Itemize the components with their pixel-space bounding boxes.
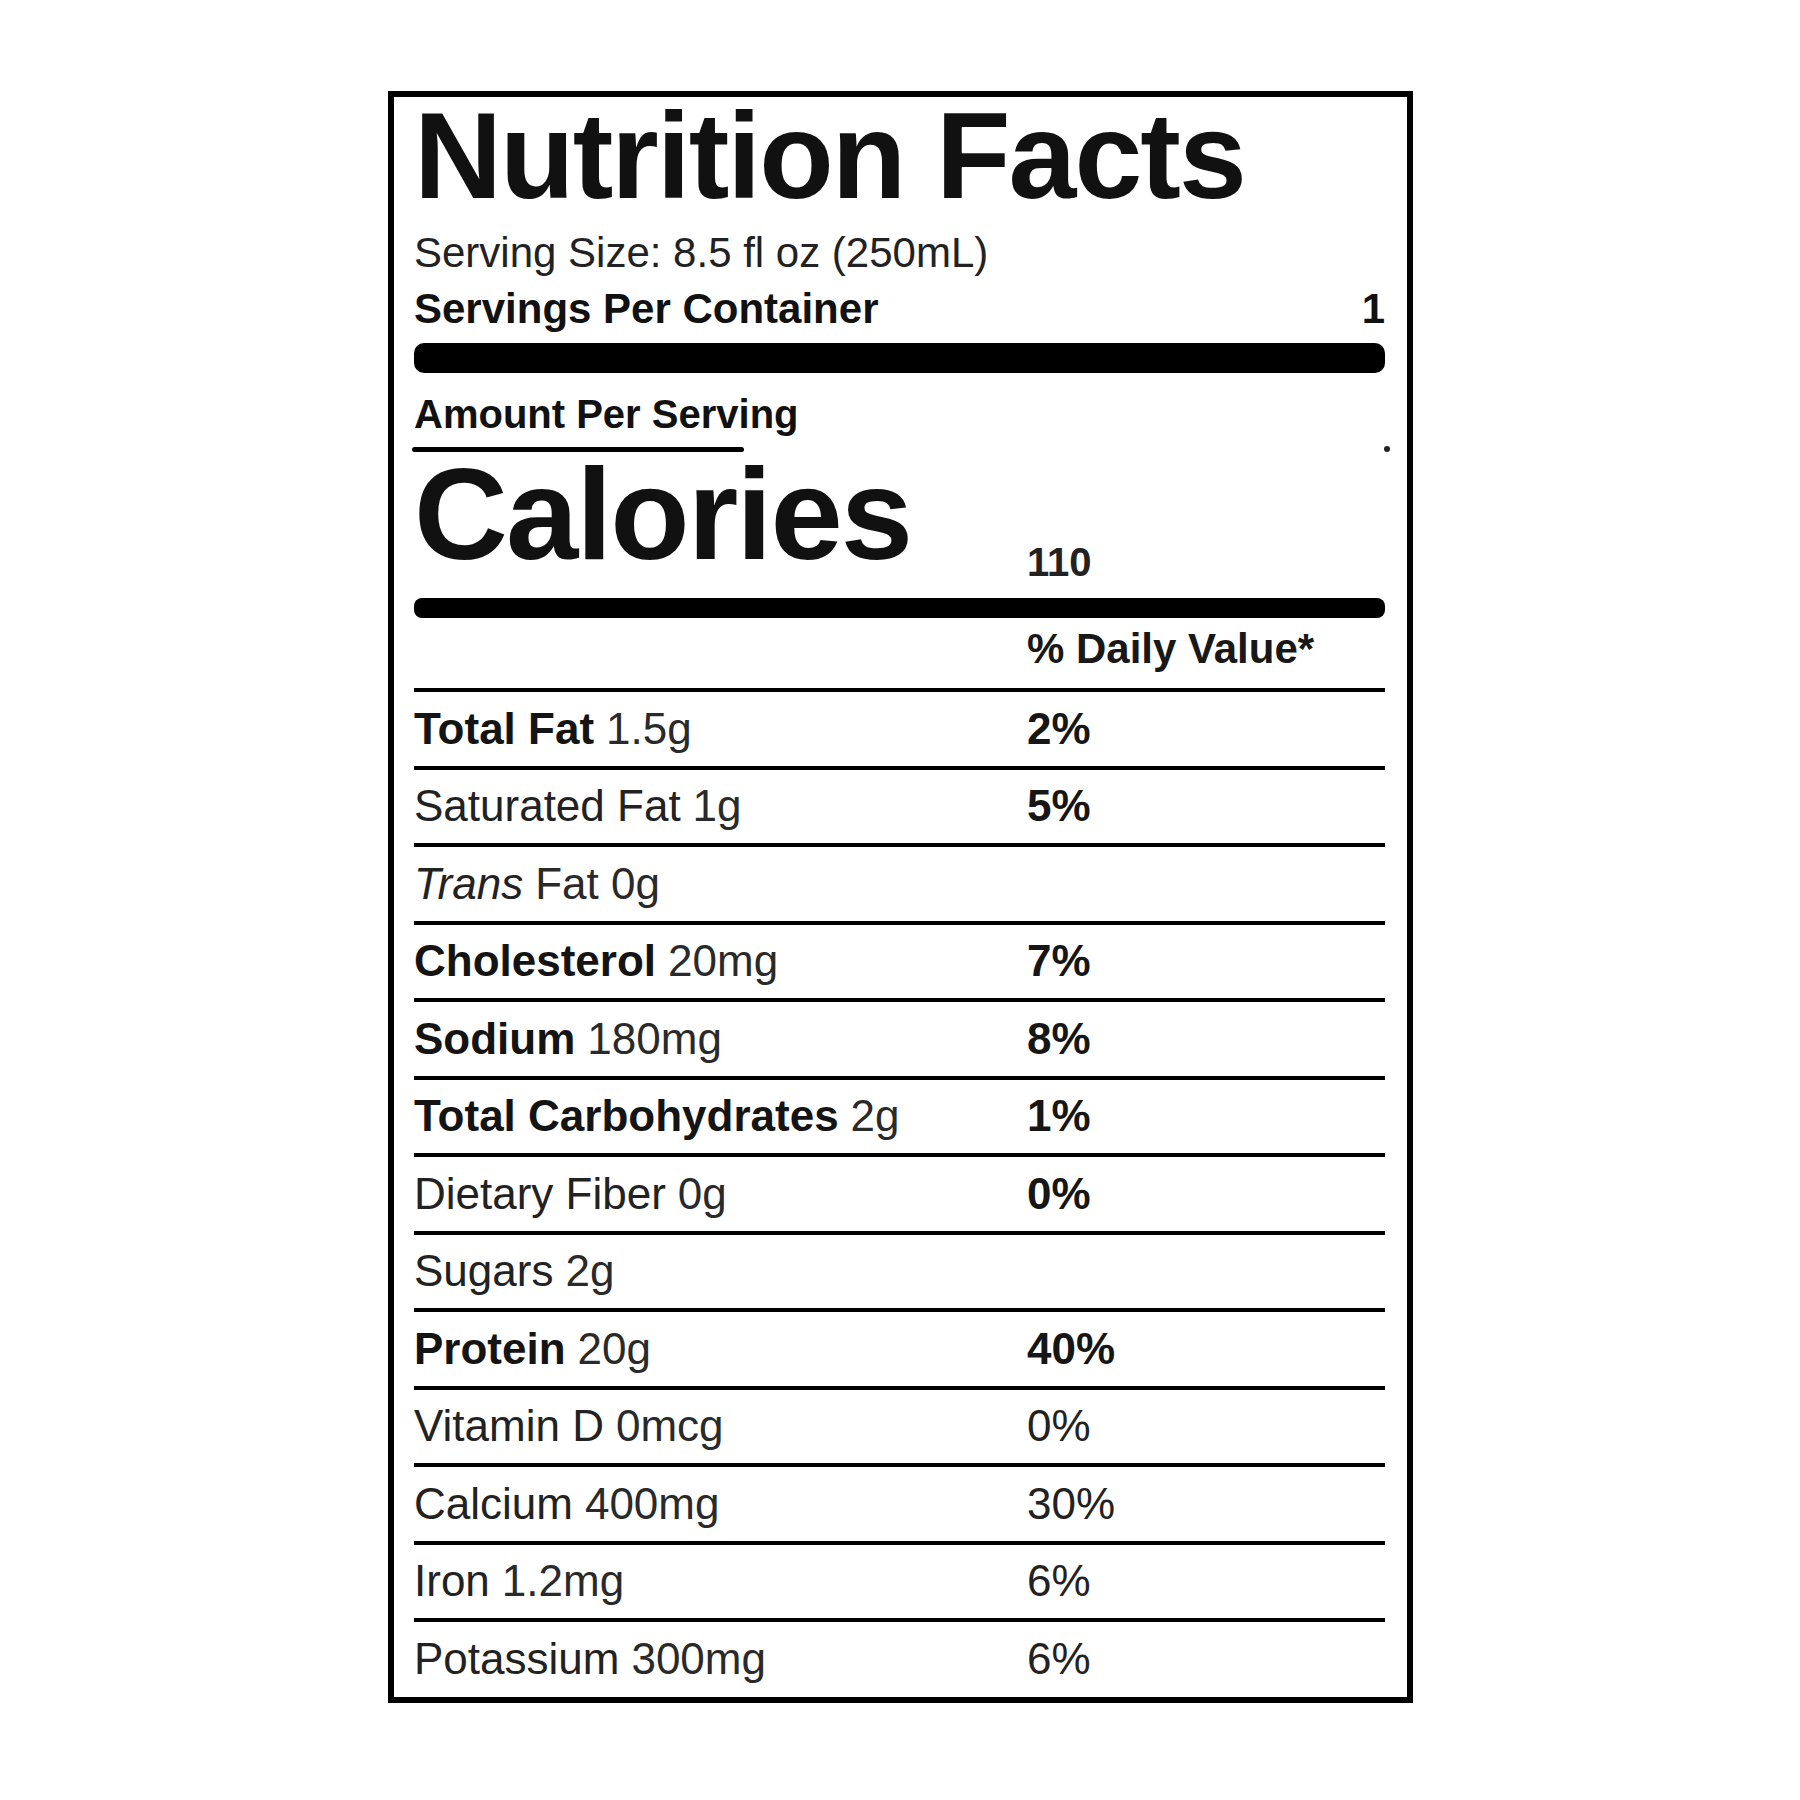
- nutrient-row: Calcium 400mg 30%: [414, 1463, 1385, 1541]
- nutrient-qty: 1g: [693, 784, 742, 828]
- nutrient-row: Trans Fat 0g: [414, 843, 1385, 921]
- nutrient-row: Cholesterol 20mg 7%: [414, 921, 1385, 999]
- nutrient-row: Sugars 2g: [414, 1231, 1385, 1309]
- nutrient-pct: 2%: [1027, 707, 1091, 751]
- label-content: Nutrition Facts Serving Size: 8.5 fl oz …: [394, 97, 1407, 1697]
- nutrient-qty: 1.2mg: [502, 1559, 624, 1603]
- nutrient-row: Potassium 300mg 6%: [414, 1618, 1385, 1696]
- nutrient-row: Protein 20g 40%: [414, 1308, 1385, 1386]
- nutrient-name: Cholesterol: [414, 939, 656, 983]
- nutrient-pct: 40%: [1027, 1327, 1115, 1371]
- nutrient-qty: 1.5g: [606, 707, 692, 751]
- nutrient-row: Sodium 180mg 8%: [414, 998, 1385, 1076]
- nutrient-pct: 6%: [1027, 1559, 1091, 1603]
- calories-label: Calories: [414, 449, 911, 579]
- nutrient-name: Iron: [414, 1559, 490, 1603]
- nutrient-name: Sodium: [414, 1017, 575, 1061]
- nutrient-name: Dietary Fiber: [414, 1172, 666, 1216]
- nutrient-name: Potassium: [414, 1637, 619, 1681]
- nutrient-qty: 400mg: [585, 1482, 720, 1526]
- nutrient-qty: 2g: [851, 1094, 900, 1138]
- nutrient-name: Vitamin D: [414, 1404, 604, 1448]
- nutrient-row: Total Carbohydrates 2g 1%: [414, 1076, 1385, 1154]
- nutrient-qty: 0mcg: [616, 1404, 724, 1448]
- nutrient-row: Dietary Fiber 0g 0%: [414, 1153, 1385, 1231]
- thick-separator-top: [414, 343, 1385, 373]
- nutrient-pct: 1%: [1027, 1094, 1091, 1138]
- servings-per-container-value: 1: [1362, 288, 1385, 330]
- nutrient-pct: 0%: [1027, 1172, 1091, 1216]
- nutrient-pct: 0%: [1027, 1404, 1091, 1448]
- nutrient-pct: 8%: [1027, 1017, 1091, 1061]
- nutrient-qty: 2g: [565, 1249, 614, 1293]
- nutrient-row: Total Fat 1.5g 2%: [414, 688, 1385, 766]
- nutrient-table: Total Fat 1.5g 2% Saturated Fat 1g 5% Tr…: [414, 688, 1385, 1696]
- nutrient-name: Trans: [414, 862, 523, 906]
- nutrient-pct: 30%: [1027, 1482, 1115, 1526]
- amount-per-serving-label: Amount Per Serving: [414, 394, 799, 434]
- serving-size-text: Serving Size: 8.5 fl oz (250mL): [414, 232, 988, 274]
- servings-per-container-row: Servings Per Container 1: [414, 288, 1385, 330]
- nutrient-pct: 6%: [1027, 1637, 1091, 1681]
- nutrient-qty: 180mg: [587, 1017, 722, 1061]
- nutrient-qty: Fat 0g: [535, 862, 660, 906]
- nutrient-row: Saturated Fat 1g 5%: [414, 766, 1385, 844]
- nutrition-facts-label: Nutrition Facts Serving Size: 8.5 fl oz …: [388, 91, 1413, 1703]
- nutrient-qty: 0g: [678, 1172, 727, 1216]
- thick-separator-calories: [414, 598, 1385, 618]
- daily-value-header: % Daily Value*: [1027, 628, 1314, 670]
- nutrient-name: Saturated Fat: [414, 784, 681, 828]
- stray-dot: [1384, 446, 1390, 452]
- nutrient-pct: 5%: [1027, 784, 1091, 828]
- nutrient-name: Total Fat: [414, 707, 594, 751]
- nutrient-row: Vitamin D 0mcg 0%: [414, 1386, 1385, 1464]
- nutrient-qty: 20g: [578, 1327, 651, 1371]
- nutrient-name: Protein: [414, 1327, 566, 1371]
- nutrient-name: Total Carbohydrates: [414, 1094, 839, 1138]
- servings-per-container-label: Servings Per Container: [414, 288, 878, 330]
- nutrient-qty: 300mg: [631, 1637, 766, 1681]
- nutrient-row: Iron 1.2mg 6%: [414, 1541, 1385, 1619]
- nutrient-pct: 7%: [1027, 939, 1091, 983]
- nutrient-qty: 20mg: [668, 939, 778, 983]
- calories-value: 110: [1027, 542, 1092, 582]
- label-title: Nutrition Facts: [414, 95, 1245, 217]
- nutrient-name: Sugars: [414, 1249, 553, 1293]
- nutrient-name: Calcium: [414, 1482, 573, 1526]
